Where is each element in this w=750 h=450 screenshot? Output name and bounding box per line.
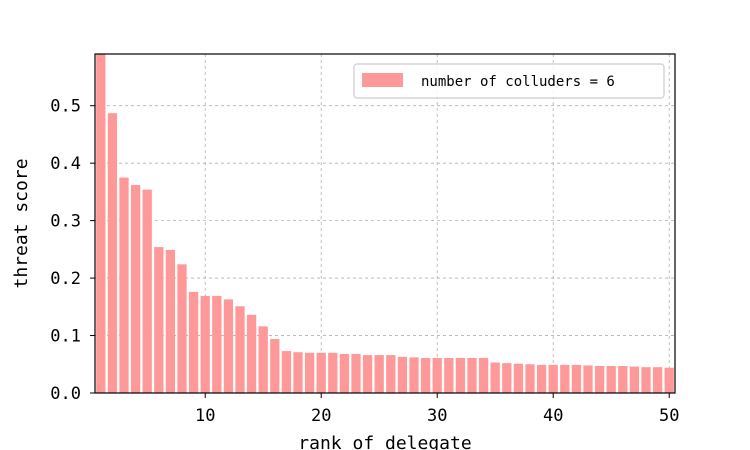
bar (652, 367, 663, 393)
x-axis-label: rank of delegate (298, 433, 471, 450)
bar (641, 367, 651, 393)
bar (374, 355, 384, 393)
bar (270, 338, 280, 393)
bar (455, 357, 466, 393)
bar (107, 113, 118, 393)
y-tick-label: 0.3 (50, 212, 81, 232)
legend-label: number of colluders = 6 (421, 74, 615, 90)
bar (525, 364, 535, 393)
bar (165, 249, 176, 393)
bar (618, 365, 628, 393)
bar (594, 365, 605, 393)
bar (536, 364, 547, 393)
bar (409, 357, 419, 393)
bar (629, 366, 640, 393)
legend-box (353, 63, 665, 99)
bar (571, 364, 582, 393)
y-tick-label: 0.5 (50, 97, 81, 117)
bar (351, 353, 361, 393)
bar (432, 357, 442, 393)
bar (119, 177, 129, 393)
bar (142, 189, 152, 393)
plot-frame (94, 53, 676, 394)
x-tick-label: 40 (543, 406, 563, 426)
bar (490, 362, 500, 393)
y-tick-label: 0.1 (50, 327, 81, 347)
bar (177, 264, 187, 393)
bar (397, 356, 408, 393)
x-tick-label: 30 (427, 406, 447, 426)
bar (258, 326, 268, 393)
bar (246, 314, 257, 393)
bar (502, 363, 512, 393)
bar (154, 247, 164, 393)
bar (560, 364, 570, 393)
bar (548, 364, 558, 393)
bar (664, 367, 674, 393)
bar (583, 365, 593, 393)
x-tick-label: 20 (311, 406, 331, 426)
bar (212, 295, 222, 393)
bars (96, 54, 674, 393)
bar (606, 365, 616, 393)
y-tick-label: 0.2 (50, 269, 81, 289)
legend-swatch (362, 73, 403, 87)
bar (293, 352, 303, 393)
bar (386, 355, 396, 393)
x-tick-label: 50 (659, 406, 679, 426)
bar (304, 352, 315, 393)
bar (328, 352, 338, 393)
bar (339, 353, 350, 393)
y-tick-label: 0.0 (50, 384, 81, 404)
bar (478, 357, 489, 393)
bar (235, 306, 245, 393)
bar (96, 54, 106, 393)
bar (130, 185, 141, 393)
x-tick-label: 10 (195, 406, 215, 426)
y-tick-label: 0.4 (50, 154, 81, 174)
axis-ticks: 10 20 30 40 50 0.0 0.1 0.2 0.3 0.4 0.5 (50, 97, 679, 426)
bar (188, 291, 199, 393)
bar (281, 351, 292, 393)
bar (467, 357, 477, 393)
bar (362, 355, 373, 393)
bar (444, 357, 454, 393)
bar (513, 363, 524, 393)
bar (200, 295, 210, 393)
bar (316, 352, 326, 393)
bar (223, 299, 234, 393)
bar (420, 357, 431, 393)
y-axis-label: threat score (11, 158, 32, 288)
legend: number of colluders = 6 (353, 63, 665, 99)
